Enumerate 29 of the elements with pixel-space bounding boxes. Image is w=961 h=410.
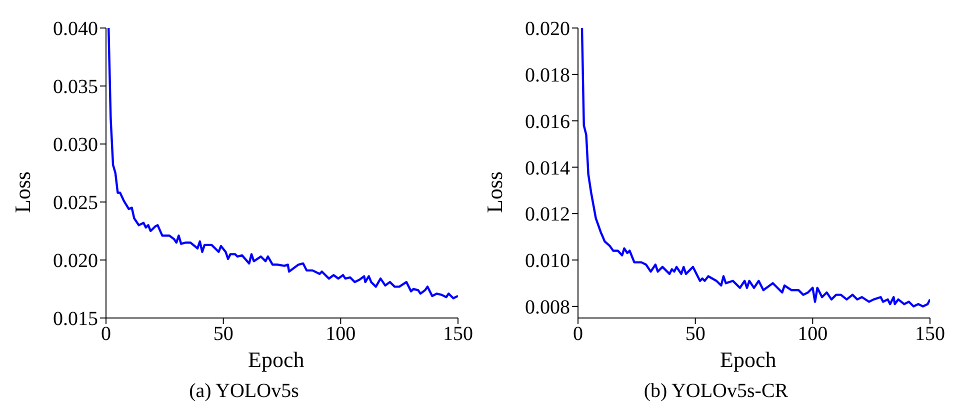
y-tick-label: 0.040 bbox=[53, 18, 98, 40]
text: (b) YOLOv5s-CR bbox=[642, 380, 790, 403]
y-axis-title: Loss bbox=[482, 171, 507, 213]
line-series bbox=[107, 28, 458, 300]
x-tick-label: 0 bbox=[101, 323, 111, 346]
y-tick-label: 0.020 bbox=[53, 250, 98, 272]
y-tick-label: 0.025 bbox=[53, 192, 98, 214]
x-tick-label: 100 bbox=[798, 323, 828, 346]
y-tick-label: 0.018 bbox=[525, 64, 570, 86]
x-axis-title: Epoch bbox=[248, 347, 304, 372]
x-tick-label: 50 bbox=[213, 323, 234, 346]
y-tick-label: 0.012 bbox=[525, 204, 570, 226]
y-tick-label: 0.035 bbox=[53, 76, 98, 98]
x-tick-label: 150 bbox=[443, 323, 473, 346]
y-tick-label: 0.015 bbox=[53, 308, 98, 330]
x-tick-label: 100 bbox=[326, 323, 356, 346]
y-tick-label: 0.016 bbox=[525, 110, 570, 133]
y-tick-label: 0.010 bbox=[525, 250, 570, 272]
x-tick-label: 50 bbox=[685, 323, 706, 346]
y-tick-label: 0.020 bbox=[525, 18, 570, 40]
line-series bbox=[580, 28, 930, 308]
x-axis-title: Epoch bbox=[720, 347, 776, 372]
y-tick-label: 0.008 bbox=[525, 296, 570, 318]
x-tick-label: 0 bbox=[573, 323, 583, 346]
y-tick-label: 0.030 bbox=[53, 134, 98, 156]
x-tick-label: 150 bbox=[915, 323, 945, 346]
y-tick-label: 0.014 bbox=[525, 157, 570, 180]
text: (a) YOLOv5s bbox=[188, 380, 300, 403]
y-axis-title: Loss bbox=[10, 171, 35, 213]
